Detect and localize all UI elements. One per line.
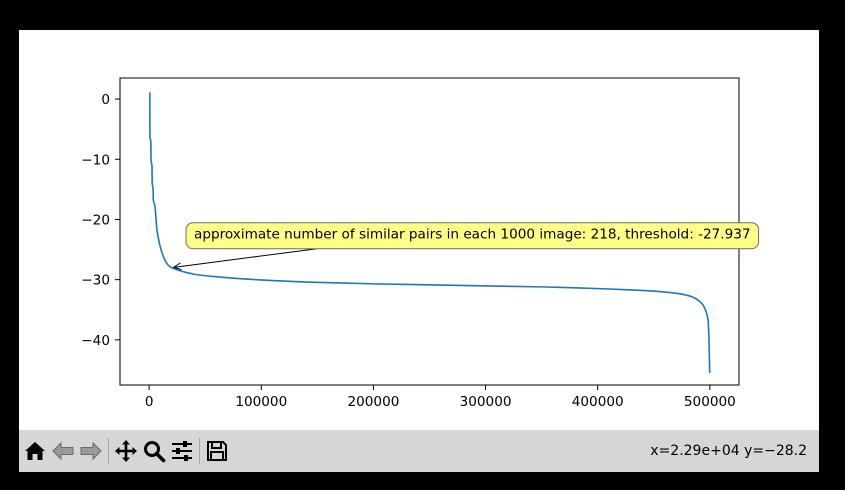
floppy-disk-icon — [207, 441, 227, 461]
y-tick-label: 0 — [101, 92, 110, 108]
x-tick-label: 0 — [145, 394, 154, 410]
y-tick-label: −10 — [81, 152, 110, 168]
forward-button[interactable] — [77, 436, 105, 466]
toolbar-separator — [108, 438, 109, 464]
figure-canvas: 0 100000 200000 300000 400000 500000 0 −10 −20 −… — [19, 30, 819, 430]
cursor-coordinates: x=2.29e+04 y=−28.2 — [650, 443, 807, 459]
annotation-text: approximate number of similar pairs in e… — [194, 227, 751, 243]
x-tick-label: 400000 — [572, 394, 624, 410]
pan-button[interactable] — [112, 436, 140, 466]
navigation-toolbar: x=2.29e+04 y=−28.2 — [19, 430, 819, 472]
y-tick-label: −30 — [81, 273, 110, 289]
configure-subplots-button[interactable] — [168, 436, 196, 466]
line-chart: 0 100000 200000 300000 400000 500000 0 −10 −20 −… — [81, 77, 760, 410]
figure-window: 0 100000 200000 300000 400000 500000 0 −10 −20 −… — [19, 30, 819, 472]
annotation-box — [185, 222, 760, 250]
x-tick-label: 500000 — [684, 394, 736, 410]
back-button[interactable] — [49, 436, 77, 466]
x-tick-label: 300000 — [460, 394, 512, 410]
zoom-button[interactable] — [140, 436, 168, 466]
save-button[interactable] — [203, 436, 231, 466]
arrow-left-icon — [52, 441, 74, 461]
annotation-arrow-line — [174, 248, 318, 268]
y-tick-label: −20 — [81, 212, 110, 228]
sliders-icon — [172, 441, 192, 461]
x-tick-label: 200000 — [347, 394, 399, 410]
home-icon — [25, 442, 45, 460]
x-tick-label: 100000 — [235, 394, 287, 410]
toolbar-separator — [199, 438, 200, 464]
move-icon — [115, 440, 137, 462]
y-tick-label: −40 — [81, 333, 110, 349]
magnifier-icon — [144, 441, 166, 463]
annotation: approximate number of similar pairs in e… — [172, 222, 760, 271]
series-line — [149, 92, 711, 373]
y-axis: 0 −10 −20 −30 −40 — [81, 92, 120, 349]
annotation-arrowhead — [172, 262, 182, 271]
arrow-right-icon — [80, 441, 102, 461]
home-button[interactable] — [21, 436, 49, 466]
x-axis: 0 100000 200000 300000 400000 500000 — [145, 385, 736, 410]
